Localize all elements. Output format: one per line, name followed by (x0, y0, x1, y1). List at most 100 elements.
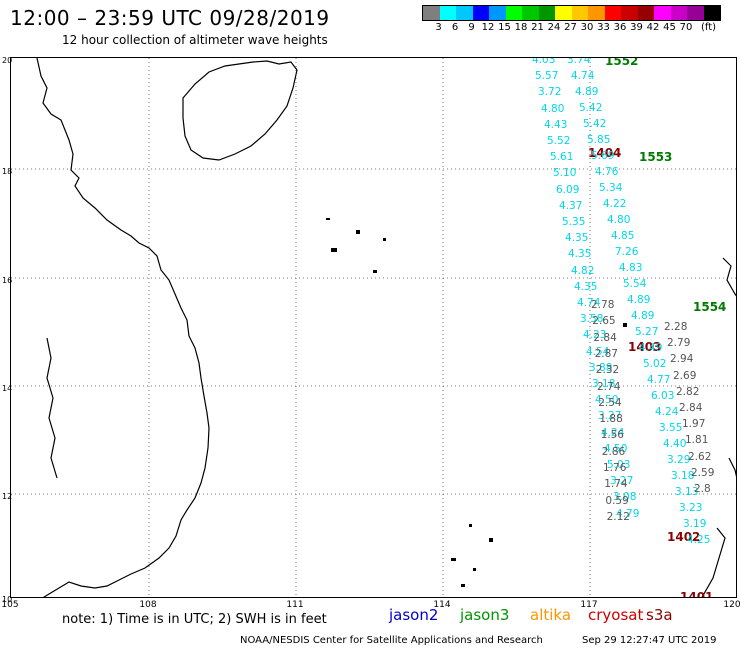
wave-height-value: 5.35 (562, 216, 586, 228)
colorbar-swatch (687, 6, 704, 20)
wave-height-value: 5.10 (553, 167, 577, 180)
longitude-label: 120 (723, 600, 740, 610)
timestamp-text: Sep 29 12:27:47 UTC 2019 (582, 635, 717, 646)
wave-height-value: 4.24 (655, 406, 679, 418)
wave-height-value: 3.13 (675, 486, 699, 498)
wave-height-value: 4.83 (619, 262, 643, 274)
colorbar-label: 12 (481, 22, 495, 33)
wave-height-value: 4.40 (663, 438, 687, 450)
reef (331, 248, 337, 252)
wave-height-value: 3.18 (592, 378, 616, 390)
wave-height-value: 5.27 (635, 326, 659, 338)
wave-height-value: 5.54 (623, 278, 647, 290)
colorbar-swatch (555, 6, 572, 20)
reef (383, 238, 386, 241)
legend-item-jason2: jason2 (389, 606, 439, 624)
wave-height-value: 3.27 (598, 410, 622, 423)
coastline-map (11, 58, 736, 597)
colorbar-label: 27 (564, 22, 577, 33)
colorbar-label: 42 (646, 22, 660, 33)
wave-height-value: 4.25 (687, 534, 711, 546)
latitude-label: 20 (2, 56, 13, 65)
pass-number: 1553 (639, 150, 673, 164)
wave-height-value: 3.08 (613, 491, 637, 504)
wave-height-value: 2.78 (591, 299, 615, 311)
colorbar-swatch (588, 6, 605, 20)
colorbar-swatch (439, 6, 456, 20)
colorbar-swatch (621, 6, 638, 20)
hainan-coastline (182, 60, 298, 161)
wave-height-value: 4.03 (532, 57, 556, 66)
wave-height-value: 1.76 (603, 462, 627, 474)
wave-height-value: 4.35 (568, 248, 592, 261)
wave-height-value: 3.23 (679, 502, 703, 514)
colorbar-label: 30 (580, 22, 594, 33)
wave-height-value: 2.86 (601, 445, 626, 458)
latitude-label: 14 (2, 384, 13, 393)
cambodia-coast (46, 337, 58, 479)
wave-height-value: 1.97 (682, 418, 706, 431)
wave-height-value: 4.80 (607, 214, 631, 226)
pass-number: 1554 (693, 300, 727, 314)
wave-height-value: 2.28 (664, 321, 688, 333)
wave-height-value: 2.12 (606, 510, 630, 523)
wave-height-value: 1.74 (604, 478, 628, 491)
wave-height-value: 4.43 (544, 118, 568, 131)
wave-height-value: 5.42 (583, 118, 607, 130)
colorbar-label: 21 (531, 22, 544, 33)
wave-height-value: 4.79 (616, 507, 640, 520)
colorbar-label: 45 (663, 22, 676, 33)
island-east-3 (728, 457, 736, 478)
wave-height-value: 2.65 (592, 315, 616, 328)
colorbar-swatch (423, 6, 440, 20)
wave-height-value: 2.59 (691, 466, 715, 479)
colorbar-label: 18 (514, 22, 528, 33)
reef (461, 584, 465, 587)
wave-height-value: 2.54 (598, 396, 622, 409)
wave-height-value: 4.50 (595, 394, 619, 407)
wave-height-value: 6.09 (556, 183, 580, 196)
wave-height-value: 1.88 (599, 413, 623, 426)
pass-number: 1402 (667, 530, 701, 544)
wave-height-value: 6.03 (651, 390, 675, 402)
longitude-label: 105 (1, 600, 19, 610)
colorbar-label: (ft) (700, 22, 717, 33)
wave-height-value: 2.32 (595, 364, 620, 377)
wave-height-value: 3.88 (589, 361, 613, 374)
wave-height-value: 2.82 (676, 385, 700, 398)
wave-height-value: 0.59 (605, 494, 629, 507)
colorbar-swatch (489, 6, 506, 20)
wave-height-value: 4.77 (647, 374, 671, 386)
wave-height-value: 4.37 (559, 199, 583, 212)
wave-height-value: 2.74 (597, 380, 621, 393)
wave-height-value: 3.58 (580, 313, 604, 326)
colorbar-label: 15 (498, 22, 511, 33)
wave-height-value: 5.69 (591, 150, 615, 162)
colorbar-swatch (604, 6, 621, 20)
colorbar-swatch (637, 6, 654, 20)
vietnam-coastline (36, 58, 210, 597)
wave-height-value: 4.80 (541, 102, 565, 115)
wave-height-value: 4.82 (571, 264, 595, 277)
wave-height-value: 5.02 (643, 358, 667, 370)
reef (326, 218, 330, 220)
wave-height-value: 3.74 (567, 57, 591, 66)
colorbar (422, 5, 721, 21)
wave-height-value: 2.79 (667, 337, 691, 350)
wave-height-value: 4.74 (577, 297, 601, 309)
reef (623, 323, 627, 327)
colorbar-swatch (472, 6, 489, 20)
wave-height-value: 2.87 (594, 347, 618, 360)
map-subtitle: 12 hour collection of altimeter wave hei… (62, 33, 328, 47)
wave-height-value: 5.61 (550, 151, 574, 164)
legend-item-cryosat: cryosat (588, 606, 644, 624)
colorbar-label: 39 (630, 22, 643, 33)
colorbar-swatch (522, 6, 539, 20)
wave-height-value: 4.89 (631, 310, 655, 322)
longitude-label: 108 (139, 600, 157, 610)
reef (489, 538, 493, 542)
colorbar-swatch (654, 6, 671, 20)
wave-height-value: 4.35 (574, 280, 598, 293)
reef (473, 568, 476, 571)
latitude-label: 16 (2, 276, 13, 285)
